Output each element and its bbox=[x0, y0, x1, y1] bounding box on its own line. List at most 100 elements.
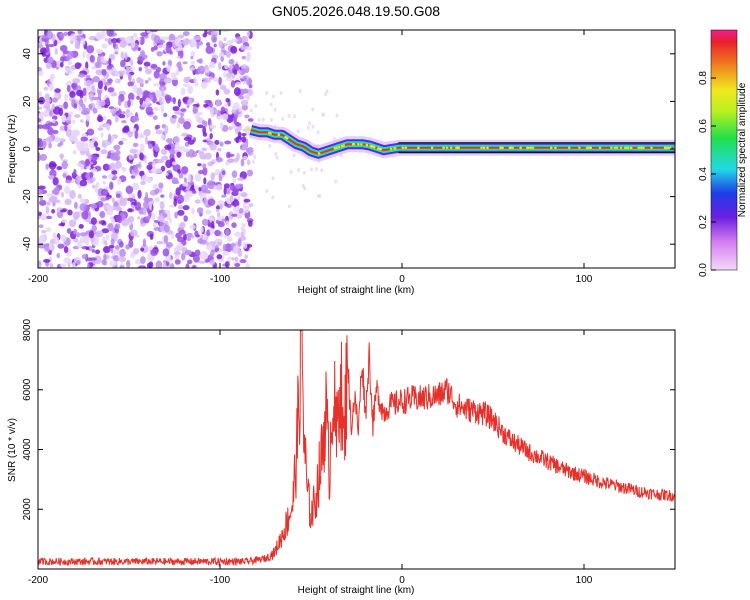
heatmap-noise-cell bbox=[165, 258, 173, 262]
heatmap-noise-cell bbox=[49, 263, 54, 268]
heatmap-noise-cell bbox=[107, 87, 115, 93]
heatmap-noise-cell bbox=[241, 104, 249, 111]
heatmap-noise-cell bbox=[238, 95, 245, 100]
heatmap-noise-cell bbox=[244, 114, 250, 119]
heatmap-noise-cell bbox=[203, 197, 209, 207]
heatmap-noise-cell bbox=[210, 34, 218, 43]
heatmap-noise-cell bbox=[194, 173, 202, 182]
heatmap-ridge-speckle bbox=[401, 146, 405, 150]
heatmap-noise-cell bbox=[155, 89, 162, 98]
heatmap-noise-cell bbox=[119, 37, 126, 41]
heatmap-noise-cell bbox=[64, 93, 69, 102]
heatmap-faint-cell bbox=[268, 143, 272, 148]
heatmap-noise-cell bbox=[158, 209, 164, 214]
heatmap-noise-cell bbox=[71, 262, 76, 268]
heatmap-ridge-speckle bbox=[629, 146, 633, 150]
heatmap-noise-cell bbox=[117, 70, 125, 74]
heatmap-noise-cell bbox=[175, 187, 181, 196]
heatmap-ridge-speckle bbox=[442, 146, 445, 150]
heatmap-noise-cell bbox=[133, 153, 138, 159]
heatmap-noise-cell bbox=[156, 240, 165, 245]
heatmap-noise-cell bbox=[235, 183, 243, 190]
heatmap-noise-cell bbox=[61, 114, 67, 123]
heatmap-noise-cell bbox=[114, 115, 119, 123]
heatmap-noise-cell bbox=[114, 223, 121, 230]
heatmap-noise-cell bbox=[80, 136, 89, 142]
heatmap-noise-cell bbox=[120, 51, 125, 60]
heatmap-noise-cell bbox=[186, 237, 192, 242]
heatmap-noise-cell bbox=[129, 148, 138, 154]
heatmap-noise-cell bbox=[63, 257, 72, 264]
heatmap-noise-cell bbox=[194, 230, 199, 237]
heatmap-noise-cell bbox=[210, 107, 214, 116]
heatmap-marks bbox=[38, 30, 675, 268]
heatmap-noise-cell bbox=[241, 132, 247, 137]
heatmap-noise-cell bbox=[204, 79, 211, 83]
heatmap-faint-cell bbox=[265, 189, 269, 194]
heatmap-noise-cell bbox=[56, 210, 64, 219]
heatmap-noise-cell bbox=[79, 203, 87, 212]
heatmap-noise-cell bbox=[174, 38, 182, 47]
heatmap-ridge-core bbox=[250, 129, 675, 155]
heatmap-noise-cell bbox=[215, 184, 223, 191]
heatmap-noise-cell bbox=[49, 75, 54, 83]
heatmap-noise-cell bbox=[209, 133, 213, 140]
heatmap-noise-cell bbox=[225, 98, 230, 103]
colorbar: 0.0 0.2 0.4 0.6 0.8 Normalized spectral ampl… bbox=[698, 29, 748, 277]
heatmap-faint-cell bbox=[311, 107, 315, 112]
heatmap-noise-cell bbox=[53, 136, 60, 143]
heatmap-noise-cell bbox=[67, 120, 72, 125]
heatmap-noise-cell bbox=[139, 170, 145, 176]
heatmap-noise-cell bbox=[155, 129, 163, 135]
heatmap-noise-cell bbox=[179, 145, 186, 150]
heatmap-noise-cell bbox=[118, 113, 126, 119]
heatmap-noise-cell bbox=[246, 78, 252, 85]
heatmap-noise-cell bbox=[69, 91, 76, 98]
heatmap-ridge-speckle bbox=[357, 142, 360, 146]
heatmap-noise-cell bbox=[46, 193, 53, 197]
heatmap-noise-cell bbox=[176, 55, 181, 59]
heatmap-noise-cell bbox=[60, 234, 67, 242]
heatmap-noise-cell bbox=[238, 107, 242, 113]
heatmap-noise-cell bbox=[203, 177, 207, 185]
snr-x-tick-label: -200 bbox=[28, 575, 48, 586]
heatmap-noise-cell bbox=[47, 43, 55, 48]
heatmap-noise-cell bbox=[46, 30, 53, 40]
heatmap-noise-cell bbox=[106, 205, 114, 210]
heatmap-noise-cell bbox=[196, 207, 204, 214]
heatmap-noise-cell bbox=[38, 118, 42, 123]
heatmap-noise-cell bbox=[196, 43, 200, 49]
heatmap-noise-cell bbox=[97, 127, 104, 131]
heatmap-noise-cell bbox=[143, 207, 147, 216]
heatmap-x-tick-label: 0 bbox=[399, 274, 405, 285]
heatmap-noise-cell bbox=[120, 59, 126, 68]
heatmap-noise-cell bbox=[86, 45, 95, 54]
heatmap-noise-cell bbox=[241, 55, 246, 60]
heatmap-noise-cell bbox=[122, 126, 130, 133]
heatmap-noise-cell bbox=[205, 209, 212, 215]
heatmap-noise-cell bbox=[85, 79, 92, 87]
heatmap-noise-cell bbox=[243, 198, 251, 203]
colorbar-tick-label: 0.4 bbox=[698, 167, 709, 181]
heatmap-noise-cell bbox=[214, 229, 221, 237]
heatmap-noise-cell bbox=[237, 131, 242, 139]
heatmap-noise-cell bbox=[115, 106, 120, 111]
heatmap-noise-cell bbox=[153, 196, 160, 203]
heatmap-noise-cell bbox=[82, 142, 89, 152]
heatmap-noise-cell bbox=[74, 201, 78, 209]
heatmap-noise-cell bbox=[42, 123, 50, 130]
heatmap-noise-cell bbox=[233, 102, 240, 110]
heatmap-noise-cell bbox=[231, 170, 238, 179]
heatmap-noise-cell bbox=[61, 161, 69, 170]
heatmap-noise-cell bbox=[125, 65, 130, 74]
heatmap-noise-cell bbox=[97, 80, 103, 90]
heatmap-noise-cell bbox=[202, 166, 208, 176]
heatmap-noise-cell bbox=[163, 77, 172, 84]
heatmap-x-tick-label: -200 bbox=[28, 274, 48, 285]
heatmap-noise-cell bbox=[52, 129, 59, 135]
heatmap-noise-cell bbox=[65, 67, 74, 75]
heatmap-noise-cell bbox=[57, 243, 65, 249]
heatmap-noise-cell bbox=[204, 64, 209, 71]
heatmap-noise-cell bbox=[112, 38, 116, 48]
heatmap-ridge-speckle bbox=[549, 146, 553, 150]
